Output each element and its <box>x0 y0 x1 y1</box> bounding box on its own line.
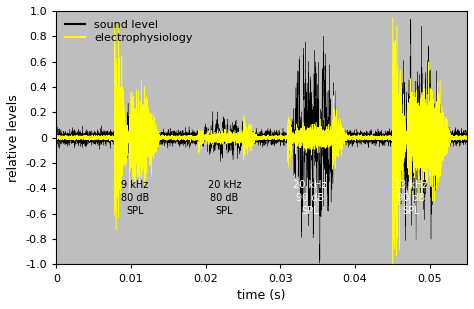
Text: 13 kHz
90 dB
SPL: 13 kHz 90 dB SPL <box>394 180 428 216</box>
X-axis label: time (s): time (s) <box>237 289 286 302</box>
Text: 20 kHz
80 dB
SPL: 20 kHz 80 dB SPL <box>208 180 241 216</box>
Text: 9 kHz
80 dB
SPL: 9 kHz 80 dB SPL <box>120 180 149 216</box>
Y-axis label: relative levels: relative levels <box>7 94 20 182</box>
Legend: sound level, electrophysiology: sound level, electrophysiology <box>62 16 196 46</box>
Text: 20 kHz
90 dB
SPL: 20 kHz 90 dB SPL <box>293 180 327 216</box>
